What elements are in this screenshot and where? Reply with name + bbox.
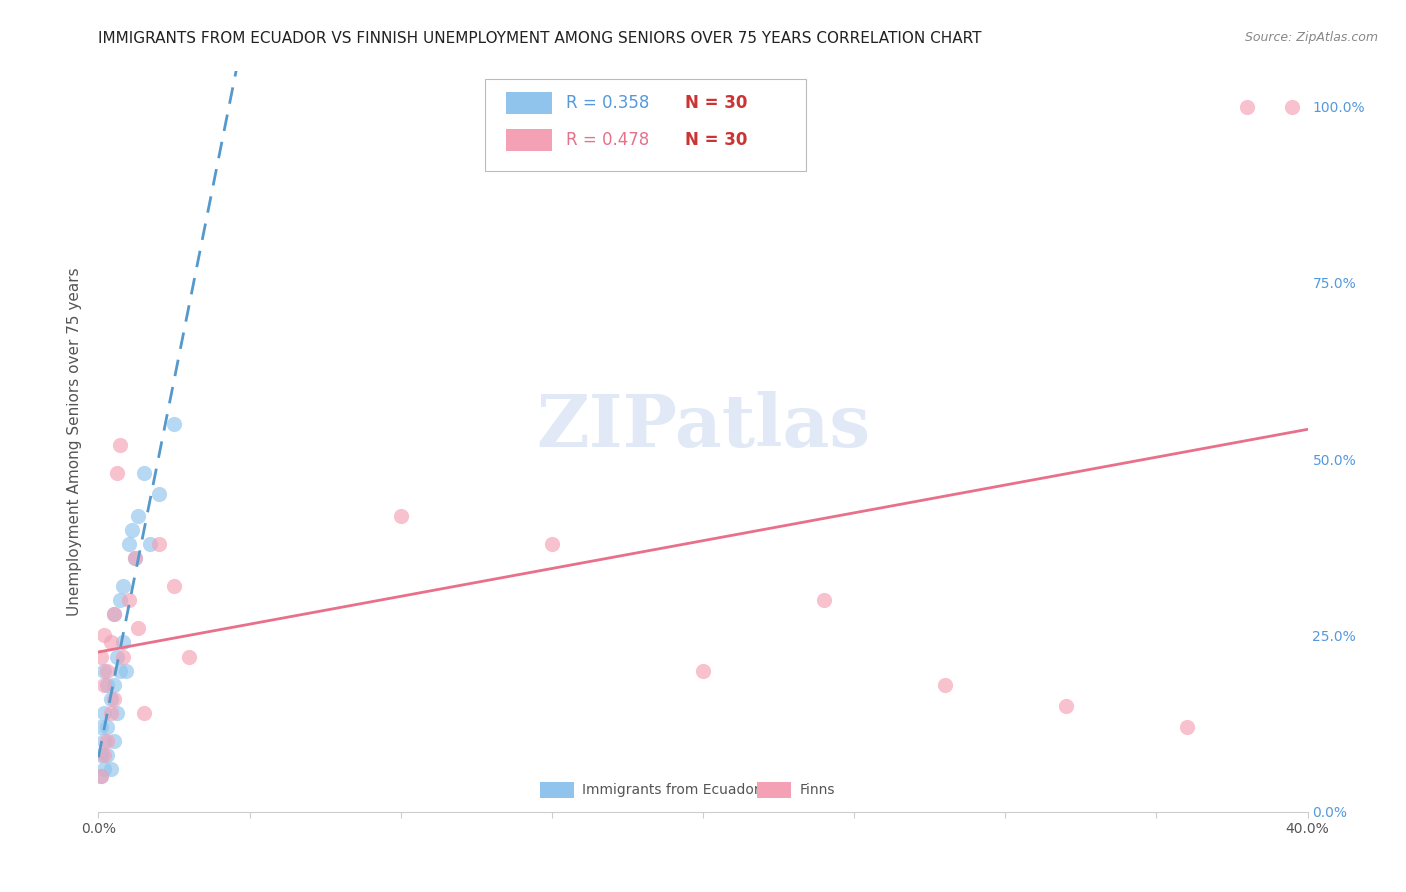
Point (96, 678, 118, 692)
Y-axis label: Unemployment Among Seniors over 75 years: Unemployment Among Seniors over 75 years (66, 268, 82, 615)
Point (111, 635, 134, 649)
Point (103, 692, 125, 706)
Point (103, 607, 125, 622)
Point (93, 664, 115, 678)
Point (105, 706, 128, 720)
Text: Immigrants from Ecuador: Immigrants from Ecuador (582, 782, 759, 797)
Point (163, 417, 186, 431)
Point (132, 467, 155, 481)
Point (118, 593, 141, 607)
Text: N = 30: N = 30 (685, 131, 747, 149)
Point (108, 438, 131, 452)
Point (90, 748, 112, 763)
Point (1175, 720, 1198, 734)
Point (105, 467, 128, 481)
Point (114, 664, 136, 678)
Point (813, 593, 835, 607)
Point (132, 706, 155, 720)
Point (139, 537, 162, 551)
Point (934, 678, 956, 692)
Point (124, 550, 146, 565)
Point (108, 664, 131, 678)
Bar (758, 782, 792, 798)
Bar (506, 92, 551, 114)
Point (148, 487, 170, 501)
Point (118, 537, 141, 551)
Text: R = 0.478: R = 0.478 (567, 131, 650, 149)
Point (1054, 698, 1077, 713)
Point (100, 635, 122, 649)
Point (90, 649, 112, 664)
Point (96, 664, 118, 678)
Point (90, 769, 112, 783)
Point (100, 763, 122, 777)
Point (108, 593, 131, 607)
Point (90, 720, 112, 734)
Point (105, 649, 128, 664)
Point (1236, 100, 1258, 114)
Point (127, 508, 149, 523)
Point (692, 664, 714, 678)
Point (103, 607, 125, 622)
Point (100, 706, 122, 720)
Point (93, 748, 115, 763)
Point (103, 734, 125, 748)
Text: ZIPatlas: ZIPatlas (536, 392, 870, 462)
Point (93, 706, 115, 720)
Point (111, 579, 134, 593)
Text: R = 0.358: R = 0.358 (567, 95, 650, 112)
Point (540, 537, 562, 551)
Point (96, 734, 118, 748)
Bar (506, 129, 551, 152)
Point (127, 621, 149, 635)
Point (93, 763, 115, 777)
Point (124, 550, 146, 565)
Text: Finns: Finns (800, 782, 835, 797)
Point (121, 523, 143, 537)
Bar (540, 782, 574, 798)
Point (179, 649, 201, 664)
Point (90, 769, 112, 783)
Point (1281, 100, 1303, 114)
Point (96, 720, 118, 734)
Point (93, 734, 115, 748)
Point (389, 508, 412, 523)
Point (93, 628, 115, 642)
Point (96, 748, 118, 763)
Point (148, 537, 170, 551)
Point (93, 678, 115, 692)
FancyBboxPatch shape (485, 78, 806, 171)
Text: IMMIGRANTS FROM ECUADOR VS FINNISH UNEMPLOYMENT AMONG SENIORS OVER 75 YEARS CORR: IMMIGRANTS FROM ECUADOR VS FINNISH UNEMP… (98, 31, 981, 46)
Text: Source: ZipAtlas.com: Source: ZipAtlas.com (1244, 31, 1378, 45)
Point (163, 579, 186, 593)
Point (100, 692, 122, 706)
Point (103, 678, 125, 692)
Point (111, 649, 134, 664)
Text: N = 30: N = 30 (685, 95, 747, 112)
